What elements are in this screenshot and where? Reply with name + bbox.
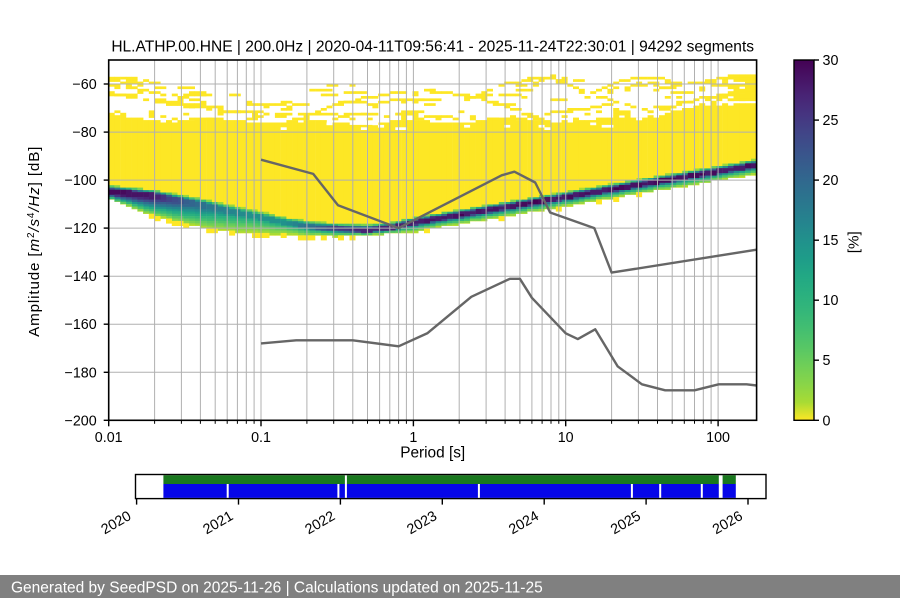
svg-text:Amplitude [m2/s4/Hz] [dB]: Amplitude [m2/s4/Hz] [dB] (26, 146, 43, 337)
svg-text:10: 10 (823, 293, 839, 309)
svg-text:[%]: [%] (845, 231, 862, 253)
svg-text:−100: −100 (64, 173, 96, 189)
svg-text:−180: −180 (64, 365, 96, 381)
svg-text:Period [s]: Period [s] (400, 444, 465, 461)
svg-text:20: 20 (823, 173, 839, 189)
svg-text:−140: −140 (64, 269, 96, 285)
svg-text:30: 30 (823, 53, 839, 69)
svg-text:−200: −200 (64, 413, 96, 429)
svg-text:−80: −80 (72, 125, 96, 141)
svg-text:−120: −120 (64, 221, 96, 237)
svg-text:0.01: 0.01 (95, 430, 123, 446)
svg-text:−60: −60 (72, 77, 96, 93)
svg-text:HL.ATHP.00.HNE | 200.0Hz | 202: HL.ATHP.00.HNE | 200.0Hz | 2020-04-11T09… (111, 39, 754, 56)
svg-text:1: 1 (409, 430, 417, 446)
svg-text:10: 10 (558, 430, 574, 446)
svg-text:25: 25 (823, 113, 839, 129)
svg-text:15: 15 (823, 233, 839, 249)
svg-text:5: 5 (823, 353, 831, 369)
svg-text:0: 0 (823, 413, 831, 429)
svg-text:100: 100 (706, 430, 730, 446)
svg-text:Generated by SeedPSD on 2025-1: Generated by SeedPSD on 2025-11-26 | Cal… (11, 580, 543, 597)
svg-text:0.1: 0.1 (251, 430, 271, 446)
svg-text:−160: −160 (64, 317, 96, 333)
